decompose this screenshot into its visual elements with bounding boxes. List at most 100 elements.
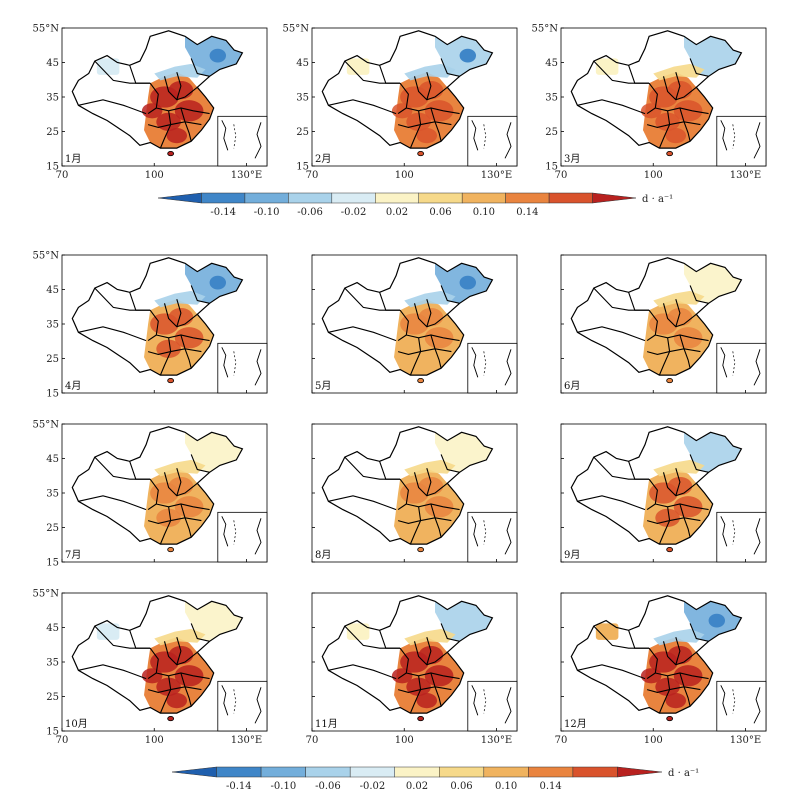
month-label: 4月 [65,380,81,392]
province-border [658,506,671,545]
trend-field-north [653,63,705,81]
province-border [176,637,182,665]
province-border [78,495,147,511]
province-border [147,82,159,115]
south-china-sea-inset [467,511,518,563]
trend-field-west [346,58,370,75]
colorbar-segment [201,192,246,204]
colorbar-segment [394,766,440,778]
province-border [628,461,650,480]
national-border [321,426,494,545]
trend-field-north [404,290,456,308]
trend-hotspot [168,645,194,665]
south-china-sea-inset [217,115,268,167]
lon-tick-label: 100 [644,170,663,181]
province-border [147,686,202,693]
lon-tick-label: 70 [555,170,568,181]
colorbar-tick-label: -0.10 [254,207,280,218]
colorbar-segment [216,766,262,778]
national-border [321,30,494,149]
trend-hotspot [168,307,194,327]
inset-coast [504,518,512,555]
inset-coast [720,516,728,547]
trend-field-west [595,58,619,75]
province-border [426,72,432,100]
colorbar-segment [617,766,663,778]
hainan-island [666,150,674,157]
province-border [397,309,409,342]
trend-hotspot [665,693,687,709]
inset-coast [753,518,761,555]
inset-dashline [233,689,237,714]
trend-field-north [653,628,705,646]
lon-tick-label: 70 [56,735,69,746]
colorbar-tick-label: 0.02 [406,781,428,792]
colorbar-segment [260,766,306,778]
south-china-sea-inset [217,680,268,732]
trend-hotspot [174,665,204,687]
province-border [675,468,681,496]
trend-field-north [404,628,456,646]
province-border [646,121,701,128]
trend-hotspot [174,100,204,122]
trend-coldspot [459,48,476,63]
trend-hotspot [667,307,693,327]
inset-coast [471,516,479,547]
colorbar-segment [439,766,485,778]
inset-coast [221,347,229,378]
province-border [577,326,646,342]
province-border [397,348,452,355]
map-panel: 12月 70 100 130°E [555,592,767,746]
inset-dashline [732,124,736,149]
province-border [180,503,192,538]
province-border [440,285,460,304]
colorbar-segment [418,192,463,204]
map-panel: 5月 [311,254,518,394]
national-border [570,257,743,376]
province-border [430,334,442,369]
province-border [180,107,192,142]
colorbar-segment [349,766,395,778]
province-border [646,82,658,115]
hainan-island [417,715,425,722]
lon-tick-label: 130°E [231,735,262,746]
trend-hotspot [673,327,703,349]
inset-coast [471,347,479,378]
province-border [689,623,709,642]
national-border [71,30,244,149]
trend-hotspot [168,80,194,100]
lat-tick-label: 25 [296,127,309,138]
colorbar-unit: d · a⁻¹ [642,194,673,205]
province-border [129,461,151,480]
colorbar-segment [461,192,506,204]
province-border [409,506,422,545]
lat-tick-label: 25 [46,354,59,365]
trend-field-north [653,290,705,308]
lat-tick-label: 55°N [532,24,559,35]
province-border [180,334,192,369]
colorbar-segment [548,192,593,204]
inset-dashline [233,351,237,376]
lat-tick-label: 35 [296,93,309,104]
colorbar-segment [171,766,217,778]
province-border [577,495,646,511]
province-border [577,99,646,115]
lat-tick-label: 15 [46,727,59,738]
inset-coast [471,120,479,151]
province-border [147,517,202,524]
lon-tick-label: 130°E [481,170,512,181]
national-border [570,30,743,149]
province-border [689,58,709,77]
colorbar-segment [375,192,419,204]
national-border [321,257,494,376]
trend-hotspot [174,496,204,518]
province-border [426,468,432,496]
province-border [78,99,147,115]
trend-hotspot [174,327,204,349]
province-border [176,299,182,327]
lon-tick-label: 100 [644,735,663,746]
national-border [570,426,743,545]
inset-dashline [732,689,736,714]
